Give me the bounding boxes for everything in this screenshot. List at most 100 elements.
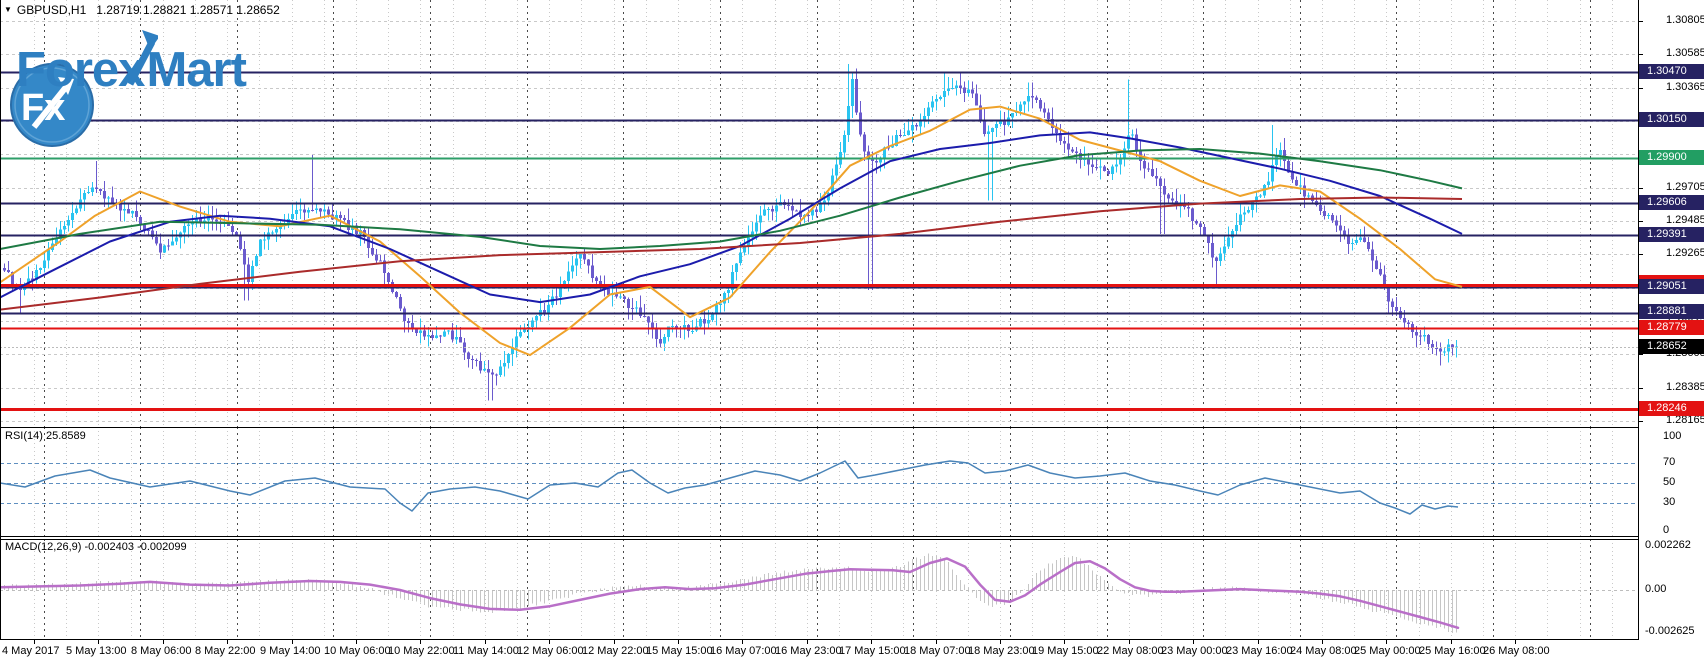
price-level-badge-1.29606: 1.29606 bbox=[1639, 195, 1704, 210]
price-axis-label: 1.30365 bbox=[1666, 81, 1704, 93]
time-axis-label: 19 May 15:00 bbox=[1032, 645, 1099, 657]
rsi-macd-separator-1 bbox=[0, 536, 1639, 537]
time-axis-tick bbox=[936, 640, 937, 644]
time-axis-tick bbox=[227, 640, 228, 644]
vertical-gridlines bbox=[34, 427, 1613, 536]
horizontal-level-lines bbox=[0, 71, 1638, 411]
rsi-level-lines bbox=[0, 463, 1638, 504]
time-axis-label: 10 May 06:00 bbox=[324, 645, 391, 657]
vertical-gridlines bbox=[34, 0, 1613, 427]
time-axis-tick bbox=[742, 640, 743, 644]
rsi-indicator-label: RSI(14) 25.8589 bbox=[5, 430, 86, 442]
time-axis-label: 18 May 07:00 bbox=[904, 645, 971, 657]
price-level-badge-1.28246: 1.28246 bbox=[1639, 401, 1704, 416]
price-axis-label: 1.28165 bbox=[1666, 414, 1704, 426]
macd-panel-plot[interactable] bbox=[0, 539, 1639, 639]
main-chart-plot[interactable] bbox=[0, 0, 1639, 427]
price-axis-label: 1.29265 bbox=[1666, 247, 1704, 259]
chart-left-border bbox=[0, 0, 1, 640]
time-axis[interactable]: 4 May 2017 5 May 13:00 8 May 06:00 8 May 22… bbox=[0, 639, 1639, 664]
rsi-panel-plot[interactable] bbox=[0, 427, 1639, 536]
ma-line-fast-lwma bbox=[0, 105, 1463, 357]
time-axis-tick bbox=[420, 640, 421, 644]
time-axis-tick bbox=[1451, 640, 1452, 644]
symbol-dropdown-icon[interactable]: ▼ bbox=[4, 5, 12, 14]
price-axis-tick bbox=[1638, 88, 1643, 89]
chart-symbol-timeframe: GBPUSD,H1 bbox=[16, 3, 87, 17]
price-level-badge-1.29051: 1.29051 bbox=[1639, 279, 1704, 294]
price-level-badge-1.28652: 1.28652 bbox=[1639, 339, 1704, 354]
rsi-axis-label: 30 bbox=[1663, 496, 1676, 508]
price-axis[interactable]: 1.30805 1.30585 1.30365 1.29705 1.29485 1.292… bbox=[1638, 0, 1704, 664]
logo-text-forex: Forex bbox=[16, 43, 145, 97]
time-axis-tick bbox=[98, 640, 99, 644]
time-axis-tick bbox=[1000, 640, 1001, 644]
rsi-axis-label: 100 bbox=[1663, 430, 1682, 442]
price-axis-label: 1.29485 bbox=[1666, 214, 1704, 226]
price-axis-tick bbox=[1638, 21, 1643, 22]
price-axis-tick bbox=[1638, 254, 1643, 255]
time-axis-label: 9 May 14:00 bbox=[260, 645, 321, 657]
brand-arrow-icon bbox=[128, 28, 159, 90]
chart-ohlc-readout: 1.28719 1.28821 1.28571 1.28652 bbox=[96, 3, 280, 17]
time-axis-tick bbox=[1322, 640, 1323, 644]
price-axis-label: 1.30585 bbox=[1666, 47, 1704, 59]
price-level-badge-1.29391: 1.29391 bbox=[1639, 227, 1704, 242]
price-level-badge-1.28779: 1.28779 bbox=[1639, 320, 1704, 335]
time-axis-label: 5 May 13:00 bbox=[66, 645, 127, 657]
rsi-axis-label: 70 bbox=[1663, 456, 1676, 468]
time-axis-label: 26 May 08:00 bbox=[1483, 645, 1550, 657]
time-axis-tick bbox=[549, 640, 550, 644]
price-axis-tick bbox=[1638, 421, 1643, 422]
time-axis-label: 22 May 08:00 bbox=[1097, 645, 1164, 657]
price-axis-tick bbox=[1638, 354, 1643, 355]
time-axis-tick bbox=[807, 640, 808, 644]
rsi-axis-label: 50 bbox=[1663, 476, 1676, 488]
macd-axis-label: -0.002625 bbox=[1645, 625, 1695, 637]
macd-axis-label: 0.002262 bbox=[1645, 539, 1691, 551]
time-axis-tick bbox=[1515, 640, 1516, 644]
price-axis-label: 1.30805 bbox=[1666, 14, 1704, 26]
logo-text: Forex Mart bbox=[16, 24, 247, 98]
candles-series bbox=[3, 64, 1458, 401]
time-axis-label: 17 May 15:00 bbox=[839, 645, 906, 657]
time-axis-label: 12 May 22:00 bbox=[582, 645, 649, 657]
price-level-badge-1.30470: 1.30470 bbox=[1639, 64, 1704, 79]
vertical-gridlines bbox=[34, 539, 1613, 639]
time-axis-tick bbox=[1386, 640, 1387, 644]
price-axis-border bbox=[1638, 0, 1639, 640]
time-axis-label: 16 May 07:00 bbox=[710, 645, 777, 657]
time-axis-tick bbox=[485, 640, 486, 644]
time-axis-label: 18 May 23:00 bbox=[968, 645, 1035, 657]
price-axis-tick bbox=[1638, 54, 1643, 55]
chart-title-bar: ▼ GBPUSD,H1 1.28719 1.28821 1.28571 1.2865… bbox=[4, 3, 280, 17]
macd-histogram bbox=[4, 553, 1457, 634]
price-axis-label: 1.28385 bbox=[1666, 381, 1704, 393]
logo-text-mart: Mart bbox=[146, 43, 246, 97]
time-axis-tick bbox=[292, 640, 293, 644]
time-axis-label: 8 May 22:00 bbox=[195, 645, 256, 657]
time-axis-tick bbox=[163, 640, 164, 644]
price-axis-label: 1.29705 bbox=[1666, 181, 1704, 193]
price-level-badge-1.28881: 1.28881 bbox=[1639, 304, 1704, 319]
time-axis-tick bbox=[1258, 640, 1259, 644]
ma-line-long-sma bbox=[0, 196, 1463, 311]
time-axis-tick bbox=[1193, 640, 1194, 644]
time-axis-label: 4 May 2017 bbox=[2, 645, 60, 657]
time-axis-label: 16 May 23:00 bbox=[775, 645, 842, 657]
rsi-line bbox=[0, 460, 1459, 515]
price-axis-tick bbox=[1638, 188, 1643, 189]
time-axis-label: 25 May 16:00 bbox=[1419, 645, 1486, 657]
time-axis-label: 23 May 00:00 bbox=[1161, 645, 1228, 657]
time-axis-tick bbox=[678, 640, 679, 644]
macd-axis-label: 0.00 bbox=[1645, 583, 1667, 595]
time-axis-tick bbox=[34, 640, 35, 644]
time-axis-tick bbox=[614, 640, 615, 644]
time-axis-tick bbox=[1064, 640, 1065, 644]
rsi-macd-separator-2 bbox=[0, 539, 1639, 540]
price-axis-tick bbox=[1638, 388, 1643, 389]
time-axis-label: 15 May 15:00 bbox=[646, 645, 713, 657]
time-axis-tick bbox=[871, 640, 872, 644]
time-axis-label: 24 May 08:00 bbox=[1290, 645, 1357, 657]
